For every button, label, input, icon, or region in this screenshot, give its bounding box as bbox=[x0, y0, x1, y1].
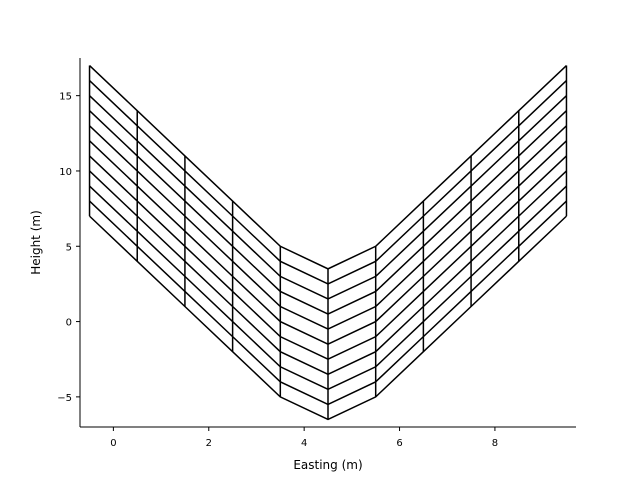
y-axis-ticks: −5 0 5 10 15 bbox=[57, 92, 80, 404]
y-tick-label: 10 bbox=[59, 167, 72, 178]
y-tick-label: 0 bbox=[66, 318, 72, 329]
mesh-layer-line-0 bbox=[89, 215, 567, 421]
y-tick-label: −5 bbox=[57, 393, 72, 404]
x-tick-label: 0 bbox=[110, 438, 116, 449]
x-tick-label: 8 bbox=[492, 438, 498, 449]
x-tick-label: 4 bbox=[301, 438, 307, 449]
y-tick-label: 15 bbox=[59, 92, 72, 103]
y-tick-label: 5 bbox=[66, 242, 72, 253]
x-axis-title: Easting (m) bbox=[293, 458, 362, 472]
y-axis-title: Height (m) bbox=[29, 210, 43, 275]
x-axis-ticks: 0 2 4 6 8 bbox=[110, 427, 498, 449]
mesh-lines bbox=[88, 64, 568, 421]
x-tick-label: 6 bbox=[396, 438, 402, 449]
x-tick-label: 2 bbox=[206, 438, 212, 449]
